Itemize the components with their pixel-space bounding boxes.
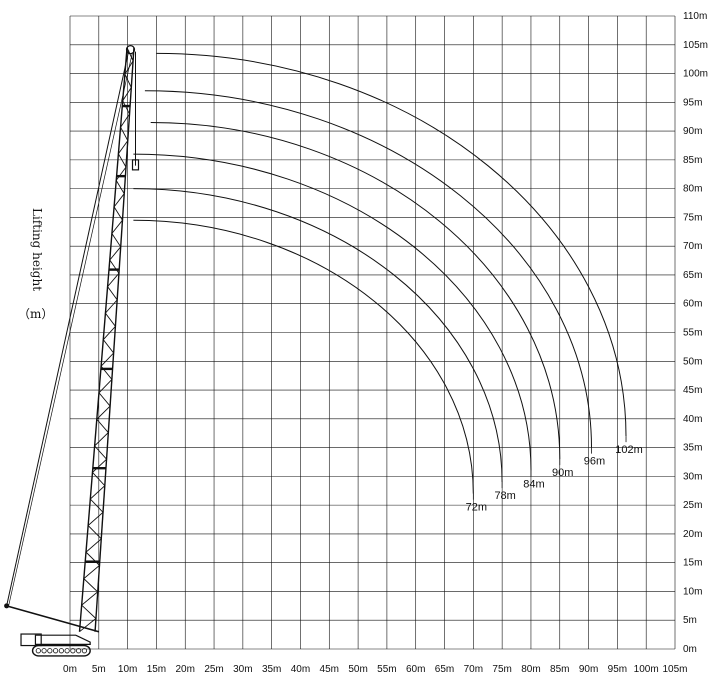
x-tick-label: 60m: [406, 664, 425, 675]
x-tick-label: 50m: [348, 664, 367, 675]
y-tick-label: 70m: [683, 241, 702, 252]
radius-label-102m: 102m: [615, 444, 643, 456]
y-tick-label: 30m: [683, 471, 702, 482]
y-tick-label: 15m: [683, 558, 702, 569]
y-tick-label: 85m: [683, 155, 702, 166]
x-tick-label: 45m: [320, 664, 339, 675]
x-tick-label: 105m: [662, 664, 687, 675]
track-roller: [64, 648, 70, 654]
x-tick-label: 100m: [634, 664, 659, 675]
y-tick-label: 20m: [683, 529, 702, 540]
y-tick-label: 45m: [683, 385, 702, 396]
y-tick-label: 10m: [683, 586, 702, 597]
x-tick-label: 25m: [204, 664, 223, 675]
track-roller: [35, 648, 41, 654]
radius-label-78m: 78m: [494, 490, 515, 502]
x-tick-label: 55m: [377, 664, 396, 675]
x-tick-label: 80m: [521, 664, 540, 675]
y-tick-label: 65m: [683, 270, 702, 281]
pendant-rope-inner: [8, 53, 133, 606]
radius-curve-102m: [156, 52, 627, 437]
y-tick-label: 75m: [683, 212, 702, 223]
pendant-rope: [6, 50, 130, 606]
y-tick-label: 55m: [683, 328, 702, 339]
y-axis-label: Lifting height: [30, 208, 44, 291]
y-tick-label: 40m: [683, 414, 702, 425]
y-tick-label: 50m: [683, 356, 702, 367]
boom-chord-right: [94, 47, 135, 632]
x-tick-label: 20m: [176, 664, 195, 675]
radius-curve-78m: [133, 188, 503, 483]
x-tick-label: 70m: [464, 664, 483, 675]
y-axis-title: Lifting height （m）: [18, 208, 53, 321]
radius-curve-84m: [133, 153, 532, 471]
y-tick-label: 80m: [683, 184, 702, 195]
x-tick-label: 85m: [550, 664, 569, 675]
grid: [69, 15, 676, 650]
y-tick-label: 95m: [683, 97, 702, 108]
x-tick-label: 0m: [63, 664, 77, 675]
upperworks: [34, 634, 91, 645]
x-tick-label: 15m: [147, 664, 166, 675]
y-tick-label: 0m: [683, 644, 697, 655]
track-roller: [76, 648, 82, 654]
x-tick-label: 10m: [118, 664, 137, 675]
boom-head-sheave: [125, 45, 136, 55]
y-axis-unit: （m）: [18, 307, 53, 321]
y-tick-label: 60m: [683, 299, 702, 310]
y-tick-label: 100m: [683, 69, 708, 80]
y-tick-label: 35m: [683, 443, 702, 454]
radius-label-84m: 84m: [523, 479, 544, 491]
x-tick-label: 35m: [262, 664, 281, 675]
radius-label-72m: 72m: [466, 502, 487, 514]
x-axis-ticks: 0m 5m 10m 15m 20m 25m 30m 35m 40m 45m 50m 55m 60m 65m…: [63, 664, 687, 675]
radius-curve-90m: [150, 122, 561, 460]
x-tick-label: 40m: [291, 664, 310, 675]
radius-label-90m: 90m: [552, 467, 573, 479]
x-tick-label: 75m: [492, 664, 511, 675]
y-axis-ticks: 0m 5m 10m 15m 20m 25m 30m 35m 40m 45m 50m 55m 60m 65m…: [683, 11, 708, 655]
x-tick-label: 95m: [608, 664, 627, 675]
mast: [6, 605, 100, 633]
track-roller: [70, 648, 76, 654]
y-tick-label: 5m: [683, 615, 697, 626]
y-tick-label: 110m: [683, 11, 707, 22]
x-tick-label: 90m: [579, 664, 598, 675]
y-tick-label: 25m: [683, 500, 702, 511]
radius-curve-96m: [144, 90, 592, 448]
mast-head: [4, 603, 10, 609]
track-roller: [47, 648, 53, 654]
track-roller: [52, 648, 59, 654]
x-tick-label: 5m: [92, 664, 106, 675]
hook-block: [131, 159, 140, 171]
boom-lattice: [79, 47, 134, 633]
lifting-range-curves: 72m 78m 84m 90m 96m 102m: [133, 52, 643, 514]
crawler-track: [31, 644, 91, 657]
track-roller: [81, 648, 88, 654]
radius-label-96m: 96m: [584, 456, 605, 468]
y-tick-label: 90m: [683, 126, 702, 137]
crawler-crane-drawing: [4, 45, 140, 657]
radius-curve-72m: [133, 219, 474, 494]
x-tick-label: 30m: [233, 664, 252, 675]
x-tick-label: 65m: [435, 664, 454, 675]
y-tick-label: 105m: [683, 40, 708, 51]
track-roller: [58, 648, 64, 654]
track-roller: [41, 648, 47, 654]
counterweight: [20, 633, 42, 647]
